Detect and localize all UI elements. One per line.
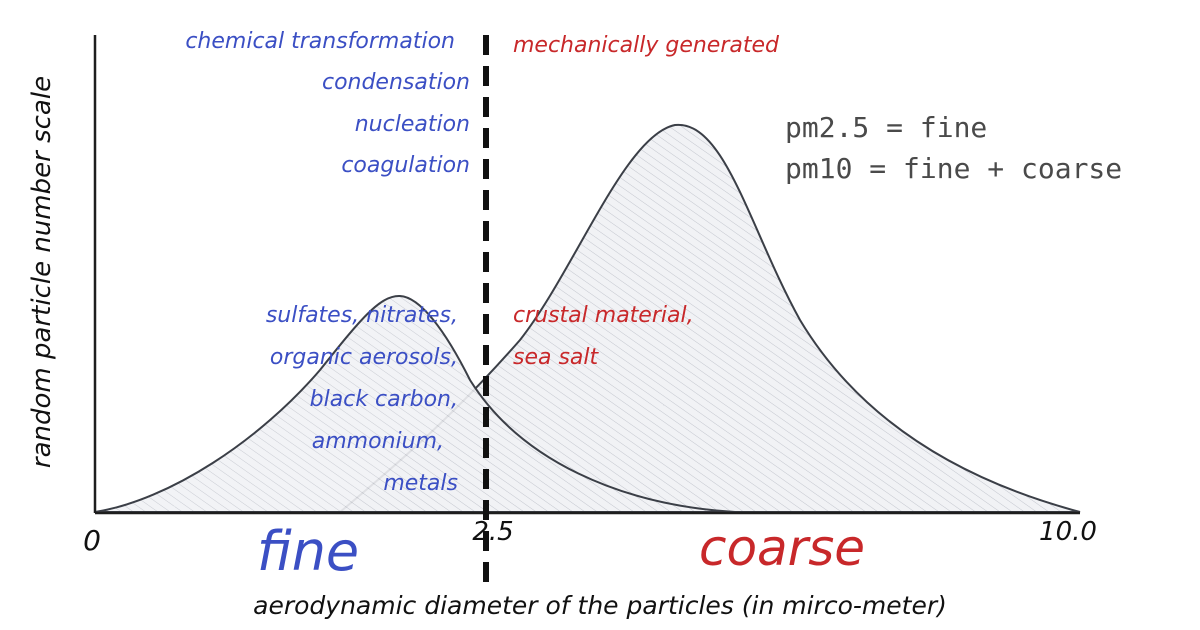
fine-distribution-curve	[94, 294, 736, 513]
x-axis-label: aerodynamic diameter of the particles (i…	[253, 591, 947, 620]
process-condensation: condensation	[322, 70, 470, 95]
process-coagulation: coagulation	[341, 153, 470, 178]
component-sea-salt: sea salt	[513, 345, 600, 370]
legend-pm25: pm2.5 = fine	[785, 111, 987, 144]
component-metals: metals	[383, 471, 458, 496]
fine-region-label: fine	[257, 520, 359, 583]
tick-10: 10.0	[1039, 517, 1097, 547]
process-mechanically-generated: mechanically generated	[513, 33, 780, 58]
coarse-region-label: coarse	[699, 519, 865, 577]
component-organic-aerosols: organic aerosols,	[270, 345, 458, 370]
y-axis-label: random particle number scale	[27, 76, 57, 468]
component-crustal-material: crustal material,	[513, 303, 694, 328]
process-nucleation: nucleation	[355, 112, 470, 137]
tick-0: 0	[83, 524, 101, 557]
tick-2-5: 2.5	[472, 517, 513, 547]
process-chemical-transformation: chemical transformation	[185, 29, 455, 54]
component-sulfates-nitrates: sulfates, nitrates,	[266, 303, 458, 328]
component-ammonium: ammonium,	[312, 429, 444, 454]
legend-pm10: pm10 = fine + coarse	[785, 152, 1122, 185]
component-black-carbon: black carbon,	[310, 387, 458, 412]
